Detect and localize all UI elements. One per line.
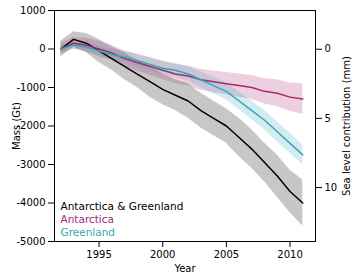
svg-text:Year: Year <box>173 263 196 274</box>
svg-text:2010: 2010 <box>277 249 302 260</box>
svg-text:2000: 2000 <box>150 249 175 260</box>
svg-text:-4000: -4000 <box>16 197 45 208</box>
svg-text:0: 0 <box>39 43 45 54</box>
svg-text:-5000: -5000 <box>16 236 45 247</box>
svg-text:Antarctica: Antarctica <box>61 213 115 225</box>
svg-text:Greenland: Greenland <box>61 226 115 238</box>
svg-text:0: 0 <box>325 43 331 54</box>
svg-text:-2000: -2000 <box>16 120 46 132</box>
svg-text:Mass (Gt): Mass (Gt) <box>11 102 22 150</box>
svg-text:Antarctica & Greenland: Antarctica & Greenland <box>61 200 184 212</box>
svg-text:-1000: -1000 <box>16 82 45 93</box>
svg-text:1995: 1995 <box>86 249 111 260</box>
svg-text:10: 10 <box>325 182 338 193</box>
svg-text:Sea level contribution (mm): Sea level contribution (mm) <box>341 56 352 196</box>
svg-text:-3000: -3000 <box>16 159 45 170</box>
svg-text:2005: 2005 <box>214 249 239 260</box>
svg-text:5: 5 <box>325 113 331 124</box>
svg-text:1000: 1000 <box>20 5 45 16</box>
